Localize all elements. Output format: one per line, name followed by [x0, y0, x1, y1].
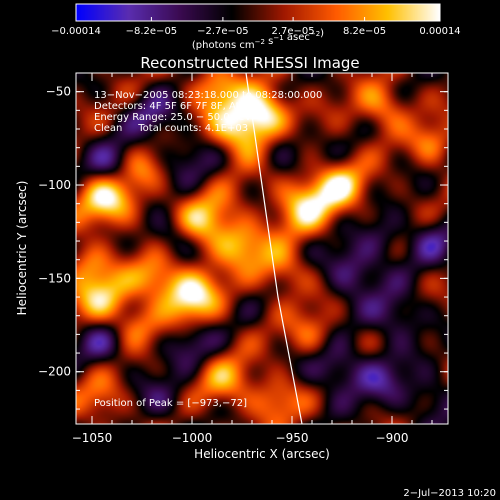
colorbar-ticks: −0.00014 −8.2e−05 −2.7e−05 2.7e−05 8.2e−05 0.…: [51, 17, 461, 37]
colorbar-frame: [75, 3, 441, 22]
x-tick-label: −900: [376, 431, 409, 445]
colorbar-tick-label: 8.2e−05: [343, 26, 386, 37]
x-tick-label: −1050: [72, 431, 113, 445]
y-axis: −50 −100 −150 −200: [38, 72, 448, 410]
y-tick-label: −100: [38, 178, 71, 192]
annotation-line: Detectors: 4F 5F 6F 7F 8F, Att 0: [94, 101, 253, 112]
heatmap-image: [76, 73, 448, 424]
plot-frame: [75, 72, 449, 425]
timestamp: 2−Jul−2013 10:20: [403, 488, 496, 499]
annotation-line: Clean Total counts: 4.1E+03: [94, 123, 248, 134]
annotation-line: Energy Range: 25.0 − 50.0 keV: [94, 112, 251, 123]
annotations: 13−Nov−2005 08:23:18.000 to 08:28:00.000…: [94, 90, 322, 134]
colorbar-tick-label: 0.00014: [419, 26, 460, 37]
y-tick-label: −150: [38, 271, 71, 285]
x-axis-label: Heliocentric X (arcsec): [194, 447, 330, 461]
y-tick-label: −50: [46, 85, 71, 99]
chart-title: Reconstructed RHESSI Image: [140, 54, 359, 72]
x-tick-label: −950: [276, 431, 309, 445]
colorbar-units: (photons cm−2 s−1 asec−2): [192, 28, 324, 51]
heatmap-plot: −1050 −1000 −950 −900 −50 −100 −150 −200 13−No…: [38, 72, 449, 445]
y-tick-label: −200: [38, 365, 71, 379]
y-axis-label: Heliocentric Y (arcsec): [15, 181, 29, 316]
annotation-line: 13−Nov−2005 08:23:18.000 to 08:28:00.000: [94, 90, 322, 101]
limb-line: [245, 72, 303, 425]
colorbar-tick-label: −0.00014: [51, 26, 101, 37]
x-axis: −1050 −1000 −950 −900: [72, 73, 433, 445]
colorbar-tick-label: −2.7e−05: [197, 26, 249, 37]
peak-position-label: Position of Peak = [−973,−72]: [94, 398, 247, 409]
colorbar-gradient: [76, 4, 440, 21]
colorbar-tick-label: −8.2e−05: [126, 26, 178, 37]
x-tick-label: −1000: [172, 431, 213, 445]
colorbar-tick-label: 2.7e−05: [272, 26, 315, 37]
